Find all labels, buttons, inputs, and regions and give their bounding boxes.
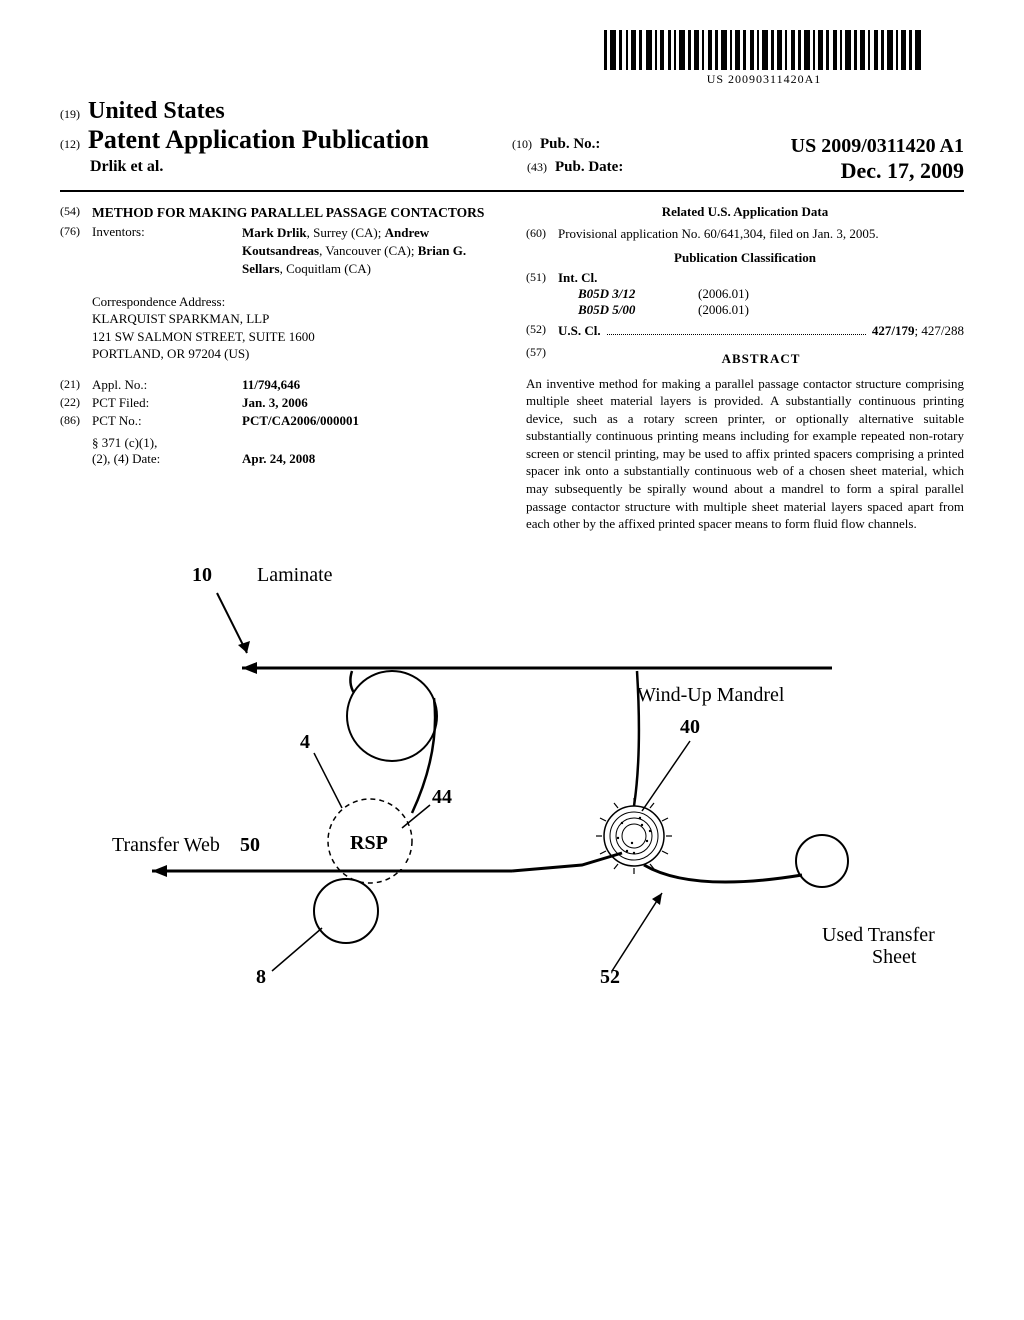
barcode-text: US 20090311420A1 bbox=[604, 72, 924, 87]
country-code: (19) bbox=[60, 107, 80, 121]
pub-class-heading: Publication Classification bbox=[526, 250, 964, 266]
pub-type-code: (12) bbox=[60, 137, 80, 151]
s371-label2: (2), (4) Date: bbox=[92, 451, 242, 467]
barcode: US 20090311420A1 bbox=[604, 30, 924, 87]
right-column: Related U.S. Application Data (60) Provi… bbox=[526, 204, 964, 533]
pub-date-label: Pub. Date: bbox=[555, 159, 623, 175]
abstract-text: An inventive method for making a paralle… bbox=[526, 375, 964, 533]
fig-label-transfer-web: Transfer Web bbox=[112, 834, 220, 856]
uscl-dots bbox=[607, 322, 866, 335]
left-column: (54) METHOD FOR MAKING PARALLEL PASSAGE … bbox=[60, 204, 498, 533]
uscl-label: U.S. Cl. bbox=[558, 323, 601, 339]
uscl-rest: ; 427/288 bbox=[915, 323, 964, 339]
pct-filed-label: PCT Filed: bbox=[92, 395, 242, 411]
inventors-code: (76) bbox=[60, 224, 92, 279]
pub-no-label: Pub. No.: bbox=[540, 136, 600, 152]
country: United States bbox=[88, 98, 225, 124]
fig-label-50: 50 bbox=[240, 834, 260, 856]
s371-label1: § 371 (c)(1), bbox=[92, 435, 242, 451]
provisional-code: (60) bbox=[526, 226, 558, 242]
fig-label-4: 4 bbox=[300, 731, 310, 753]
uscl-code: (52) bbox=[526, 322, 558, 339]
header: (19) United States (12) Patent Applicati… bbox=[60, 98, 964, 192]
bibliographic-columns: (54) METHOD FOR MAKING PARALLEL PASSAGE … bbox=[60, 204, 964, 533]
pct-no-code: (86) bbox=[60, 413, 92, 429]
correspondence-line2: 121 SW SALMON STREET, SUITE 1600 bbox=[92, 328, 498, 346]
inventor-1-name: Mark Drlik bbox=[242, 225, 307, 240]
pct-filed-date: Jan. 3, 2006 bbox=[242, 395, 498, 411]
fig-label-52: 52 bbox=[600, 966, 620, 988]
s371-date: Apr. 24, 2008 bbox=[242, 451, 498, 467]
fig-label-windup: Wind-Up Mandrel bbox=[637, 684, 785, 706]
barcode-block: US 20090311420A1 bbox=[60, 30, 964, 88]
applicant: Drlik et al. bbox=[90, 158, 163, 175]
inventors-list: Mark Drlik, Surrey (CA); Andrew Koutsand… bbox=[242, 224, 498, 279]
fig-label-used-2: Sheet bbox=[872, 946, 917, 968]
invention-title: METHOD FOR MAKING PARALLEL PASSAGE CONTA… bbox=[92, 204, 484, 222]
fig-label-10: 10 bbox=[192, 564, 212, 586]
appl-code: (21) bbox=[60, 377, 92, 393]
fig-label-8: 8 bbox=[256, 966, 266, 988]
provisional-text: Provisional application No. 60/641,304, … bbox=[558, 226, 964, 242]
pct-filed-code: (22) bbox=[60, 395, 92, 411]
pub-no-code: (10) bbox=[512, 137, 532, 151]
uscl-main: 427/179 bbox=[872, 323, 915, 339]
pub-type: Patent Application Publication bbox=[88, 125, 429, 154]
abstract-heading: ABSTRACT bbox=[558, 351, 964, 367]
fig-label-40: 40 bbox=[680, 716, 700, 738]
title-code: (54) bbox=[60, 204, 92, 222]
abstract-code: (57) bbox=[526, 345, 558, 373]
intcl-0-code: B05D 3/12 bbox=[558, 286, 698, 302]
fig-label-rsp: RSP bbox=[350, 832, 388, 854]
fig-label-laminate: Laminate bbox=[257, 564, 333, 586]
figure: 10 Laminate Wind-Up Mandrel 40 4 44 RSP … bbox=[60, 553, 964, 1038]
fig-label-44: 44 bbox=[432, 786, 452, 808]
intcl-code: (51) bbox=[526, 270, 558, 318]
related-heading: Related U.S. Application Data bbox=[526, 204, 964, 220]
inventor-3-loc: , Coquitlam (CA) bbox=[280, 261, 371, 276]
correspondence-line1: KLARQUIST SPARKMAN, LLP bbox=[92, 310, 498, 328]
intcl-label: Int. Cl. bbox=[558, 270, 964, 286]
figure-svg: 10 Laminate Wind-Up Mandrel 40 4 44 RSP … bbox=[82, 553, 942, 1033]
appl-label: Appl. No.: bbox=[92, 377, 242, 393]
correspondence-line3: PORTLAND, OR 97204 (US) bbox=[92, 345, 498, 363]
appl-no: 11/794,646 bbox=[242, 377, 498, 393]
intcl-1-date: (2006.01) bbox=[698, 302, 749, 318]
inventor-2-loc: , Vancouver (CA); bbox=[319, 243, 418, 258]
barcode-svg bbox=[604, 30, 924, 70]
intcl-1-code: B05D 5/00 bbox=[558, 302, 698, 318]
intcl-0-date: (2006.01) bbox=[698, 286, 749, 302]
fig-label-used-1: Used Transfer bbox=[822, 924, 935, 946]
mandrel bbox=[596, 798, 672, 874]
correspondence-label: Correspondence Address: bbox=[92, 294, 498, 310]
pub-date-value: Dec. 17, 2009 bbox=[841, 158, 964, 184]
pub-no-value: US 2009/0311420 A1 bbox=[791, 135, 964, 158]
pct-no-label: PCT No.: bbox=[92, 413, 242, 429]
pub-date-code: (43) bbox=[527, 160, 547, 174]
pct-no: PCT/CA2006/000001 bbox=[242, 413, 498, 429]
inventors-label: Inventors: bbox=[92, 224, 242, 279]
inventor-1-loc: , Surrey (CA); bbox=[307, 225, 385, 240]
